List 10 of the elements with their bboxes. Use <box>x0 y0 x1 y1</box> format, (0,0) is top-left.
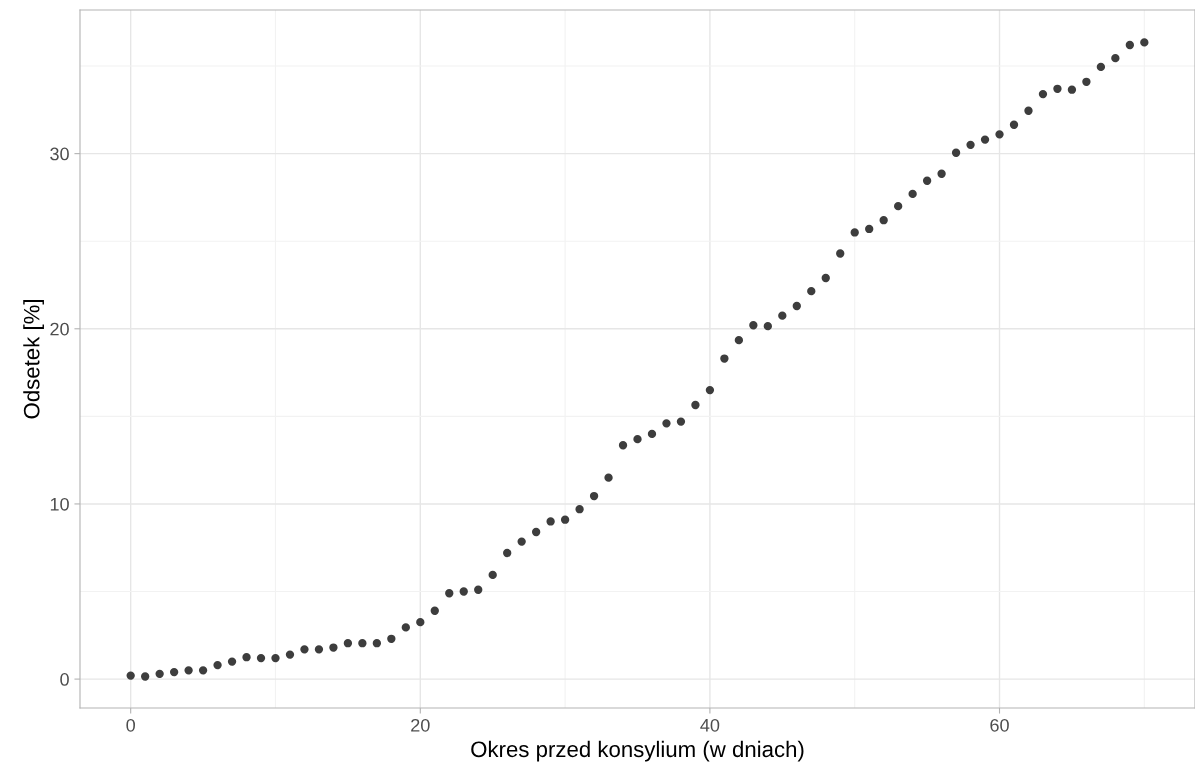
y-tick-label: 30 <box>50 147 69 161</box>
x-axis-title: Okres przed konsylium (w dniach) <box>471 740 804 762</box>
y-tick-label: 20 <box>50 322 69 336</box>
y-tick-label: 10 <box>50 497 69 511</box>
y-axis-title: Odsetek [%] <box>23 300 44 419</box>
x-tick-label: 40 <box>700 718 720 732</box>
y-tick-label: 0 <box>60 673 69 686</box>
x-tick-label: 60 <box>990 718 1009 732</box>
x-tick-label: 0 <box>126 718 135 732</box>
x-tick-label: 20 <box>411 718 430 732</box>
